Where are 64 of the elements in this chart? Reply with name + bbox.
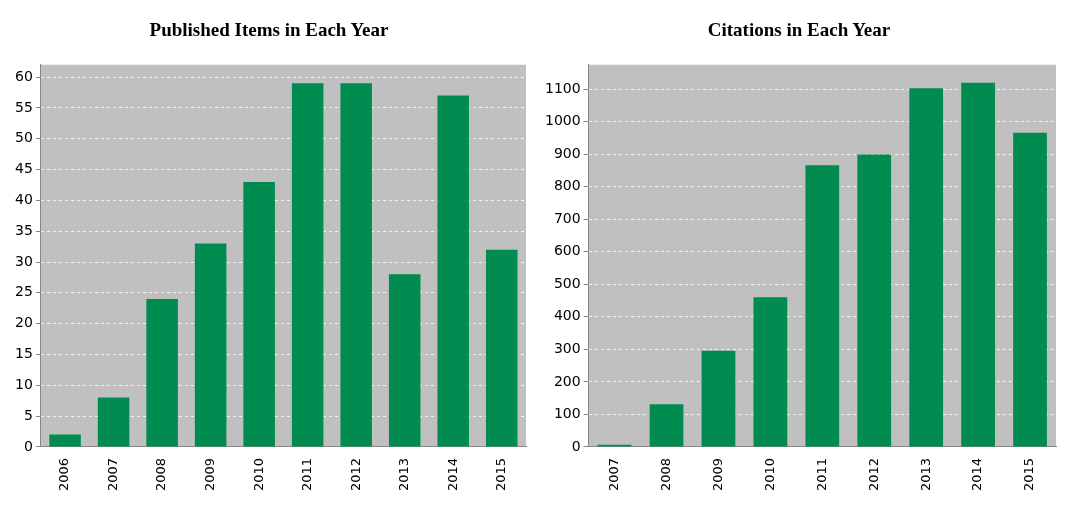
bar	[701, 350, 736, 447]
x-tick-label: 2011	[813, 457, 829, 492]
bar	[49, 434, 81, 447]
bar	[857, 154, 892, 447]
y-tick-label: 60	[14, 67, 33, 84]
bar	[340, 83, 372, 447]
bar	[485, 249, 518, 447]
y-tick-label: 600	[553, 242, 581, 259]
x-tick-label: 2009	[202, 457, 217, 492]
x-tick-label: 2009	[709, 457, 725, 492]
y-tick-label: 55	[14, 98, 33, 115]
y-tick-label: 900	[553, 144, 581, 161]
y-tick-label: 0	[571, 437, 581, 454]
x-tick-label: 2006	[56, 457, 72, 492]
bar	[909, 88, 944, 447]
y-tick-label: 200	[553, 372, 581, 389]
x-tick-label: 2010	[761, 457, 777, 492]
y-tick-label: 20	[14, 314, 33, 331]
y-tick-label: 50	[14, 129, 33, 146]
y-tick-label: 100	[553, 405, 581, 422]
y-tick-label: 10	[14, 375, 33, 392]
x-tick-label: 2012	[347, 457, 363, 492]
y-tick-label: 400	[553, 307, 581, 324]
x-tick-label: 2014	[969, 457, 985, 492]
y-tick-label: 40	[14, 191, 33, 208]
x-tick-label: 2012	[865, 457, 881, 492]
y-tick-label: 25	[14, 283, 33, 300]
bar	[194, 243, 227, 447]
bar	[437, 95, 469, 447]
bar	[1013, 132, 1047, 447]
x-tick-label: 2013	[917, 457, 933, 492]
bar	[649, 404, 684, 447]
y-tick-label: 0	[23, 437, 33, 454]
y-tick-label: 1000	[544, 112, 581, 129]
bar	[388, 274, 421, 447]
x-tick-label: 2015	[1021, 457, 1037, 492]
bar	[243, 181, 275, 447]
bar	[961, 82, 995, 447]
x-tick-label: 2010	[250, 457, 266, 492]
y-tick-label: 5	[23, 406, 33, 423]
x-tick-label: 2014	[444, 457, 460, 492]
y-tick-label: 15	[14, 345, 33, 362]
y-tick-label: 1100	[544, 79, 581, 96]
bar	[753, 297, 788, 447]
y-tick-label: 45	[14, 160, 33, 177]
y-tick-label: 30	[14, 252, 33, 269]
chart-title: Published Items in Each Year	[149, 19, 390, 41]
x-tick-label: 2007	[104, 457, 120, 492]
y-tick-label: 500	[553, 274, 581, 291]
x-tick-label: 2007	[605, 457, 621, 492]
bar	[97, 397, 130, 447]
bar	[146, 299, 178, 447]
x-tick-label: 2011	[299, 457, 315, 492]
y-tick-label: 700	[553, 209, 581, 226]
x-tick-label: 2013	[396, 457, 412, 492]
y-tick-label: 300	[553, 340, 581, 356]
bar	[291, 83, 324, 447]
x-tick-label: 2008	[153, 457, 169, 492]
chart-title: Citations in Each Year	[707, 19, 891, 41]
y-tick-label: 35	[14, 221, 33, 238]
x-tick-label: 2008	[657, 457, 673, 492]
y-tick-label: 800	[553, 177, 581, 194]
x-tick-label: 2015	[493, 457, 509, 492]
bar	[805, 165, 840, 447]
